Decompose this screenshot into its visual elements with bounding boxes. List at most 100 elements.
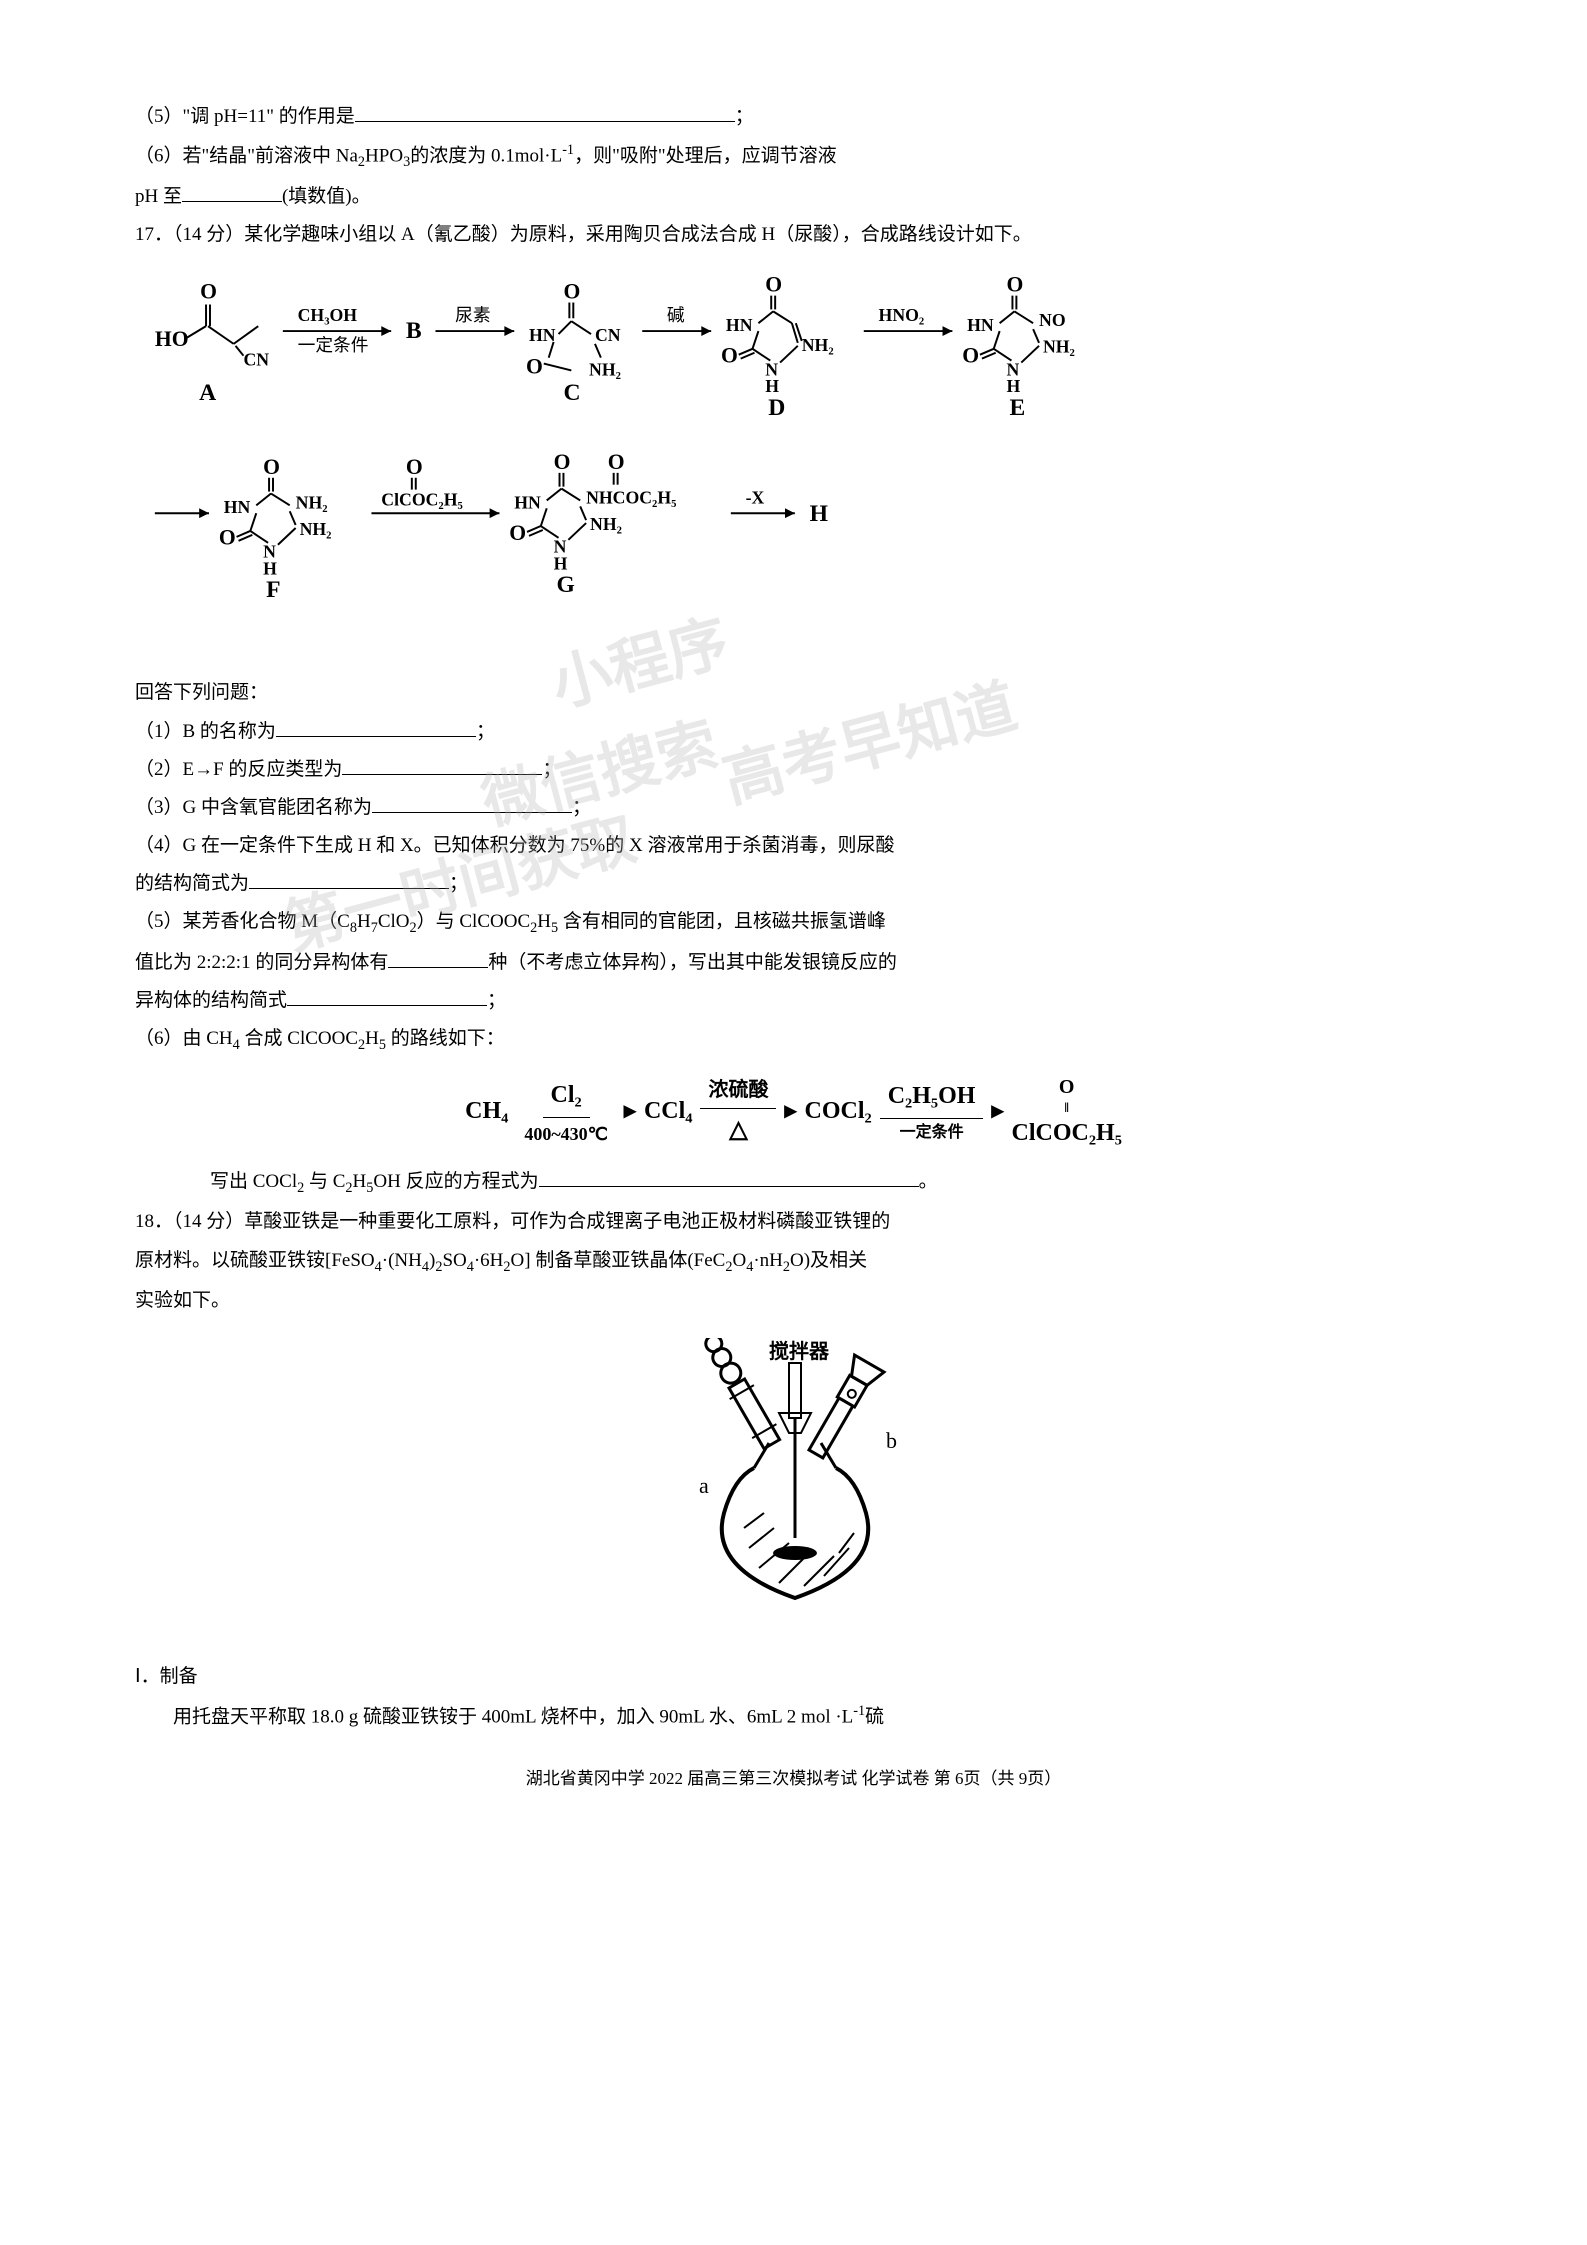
txt: 。 (919, 1171, 938, 1192)
q6-text-a: （6）若"结晶"前溶液中 Na (135, 146, 358, 167)
q17-p4-text-b: 的结构简式为 (135, 873, 249, 894)
q17-p6-last: 写出 COCl2 与 C2H5OH 反应的方程式为。 (135, 1165, 1452, 1201)
q17-p2: （2）E→F 的反应类型为； (135, 753, 1452, 787)
svg-text:H: H (1007, 376, 1021, 396)
txt: 硫 (865, 1706, 884, 1727)
flask-apparatus-svg: 搅拌器 a b (654, 1338, 934, 1628)
arrow-1: Cl₂ 400~430℃ (516, 1074, 616, 1151)
prod-o: O (1059, 1069, 1075, 1105)
q6-mid1: HPO (365, 146, 403, 167)
svg-text:一定条件: 一定条件 (298, 335, 369, 355)
q6-text-c: ，则"吸附"处理后，应调节溶液 (574, 146, 837, 167)
svg-text:O: O (263, 455, 280, 479)
q6-text-e: (填数值)。 (282, 186, 371, 207)
sub: 4 (422, 1258, 429, 1274)
txt: ClO (378, 911, 410, 932)
sub: 4 (467, 1258, 474, 1274)
svg-text:NHCOC₂H₅: NHCOC₂H₅ (586, 488, 676, 508)
q5-text: （5）"调 pH=11" 的作用是 (135, 106, 355, 127)
svg-text:H: H (554, 554, 568, 574)
r2-temp: 400~430℃ (516, 1118, 616, 1150)
svg-text:HO: HO (155, 327, 189, 351)
sub: 5 (379, 1037, 386, 1053)
txt: 种（不考虑立体异构），写出其中能发银镜反应的 (488, 952, 897, 973)
svg-text:F: F (266, 577, 280, 603)
q6-text-d: pH 至 (135, 186, 182, 207)
svg-text:HN: HN (967, 315, 994, 335)
q17-p4-text-a: （4）G 在一定条件下生成 H 和 X。已知体积分数为 75%的 X 溶液常用于… (135, 835, 894, 856)
sub: 2 (358, 154, 365, 170)
svg-text:H: H (810, 501, 828, 527)
q17-p2-end: ； (542, 759, 561, 780)
reaction-scheme-2: CH₄ Cl₂ 400~430℃ ▸ CCl₄ 浓硫酸 △ ▸ COCl₂ C₂… (135, 1069, 1452, 1155)
svg-text:C: C (563, 380, 580, 406)
txt: H (537, 911, 551, 932)
q17-p4a: （4）G 在一定条件下生成 H 和 X。已知体积分数为 75%的 X 溶液常用于… (135, 829, 1452, 863)
q17-p5c: 异构体的结构简式 ； (135, 984, 1452, 1018)
txt: Ⅰ．制备 (135, 1666, 198, 1687)
blank-line (182, 181, 282, 202)
txt: 含有相同的官能团，且核磁共振氢谱峰 (558, 911, 886, 932)
svg-text:HNO₂: HNO₂ (879, 306, 925, 326)
r2-h2so4: 浓硫酸 (700, 1072, 776, 1109)
synthesis-route-svg: .t { font-family: "Times New Roman", ser… (145, 267, 1425, 661)
r2-delta: △ (721, 1109, 755, 1152)
q18-prep: 用托盘天平称取 18.0 g 硫酸亚铁铵于 400mL 烧杯中，加入 90mL … (135, 1699, 1452, 1735)
section-1-header: Ⅰ．制备 (135, 1660, 1452, 1694)
arrow-2: 浓硫酸 △ (700, 1072, 776, 1152)
r2-ch4: CH₄ (465, 1090, 508, 1133)
svg-text:H: H (263, 559, 277, 579)
txt: SO (442, 1250, 466, 1271)
txt: 值比为 2:2:2:1 的同分异构体有 (135, 952, 388, 973)
arrow-3: C₂H₅OH 一定条件 (880, 1075, 984, 1148)
blank-line (342, 754, 542, 775)
sub: 2 (410, 920, 417, 936)
r2-cond: 一定条件 (892, 1119, 972, 1148)
svg-text:HN: HN (224, 498, 251, 518)
svg-text:A: A (199, 380, 216, 406)
apparatus-diagram: 搅拌器 a b (135, 1338, 1452, 1640)
q17-p3-text: （3）G 中含氧官能团名称为 (135, 797, 372, 818)
txt: O] 制备草酸亚铁晶体(FeC (511, 1250, 726, 1271)
txt: ）与 ClCOOC (417, 911, 531, 932)
q17-p1-end: ； (476, 721, 495, 742)
txt: 写出 COCl (210, 1171, 297, 1192)
txt: 异构体的结构简式 (135, 990, 287, 1011)
txt: 实验如下。 (135, 1290, 230, 1311)
svg-text:CN: CN (243, 350, 269, 370)
q17-p3-end: ； (572, 797, 591, 818)
q6-text-b: 的浓度为 0.1mol·L (410, 146, 562, 167)
prod-formula: ClCOC₂H₅ (1012, 1112, 1122, 1155)
question-5: （5）"调 pH=11" 的作用是； (135, 100, 1452, 134)
q17-p1-text: （1）B 的名称为 (135, 721, 276, 742)
svg-text:碱: 碱 (667, 306, 685, 326)
svg-text:ClCOC₂H₅: ClCOC₂H₅ (381, 490, 463, 510)
footer-text: 湖北省黄冈中学 2022 届高三第三次模拟考试 化学试卷 第 6页（共 9页） (526, 1769, 1062, 1788)
svg-text:NH₂: NH₂ (589, 360, 621, 380)
txt: 用托盘天平称取 18.0 g 硫酸亚铁铵于 400mL 烧杯中，加入 90mL … (173, 1706, 853, 1727)
svg-text:O: O (563, 280, 580, 304)
svg-text:HN: HN (514, 493, 541, 513)
txt: ； (487, 990, 506, 1011)
txt: 原材料。以硫酸亚铁铵[FeSO (135, 1250, 375, 1271)
txt: O)及相关 (790, 1250, 867, 1271)
svg-text:G: G (557, 572, 575, 598)
q17-p6a: （6）由 CH4 合成 ClCOOC2H5 的路线如下： (135, 1022, 1452, 1058)
svg-text:HN: HN (726, 315, 753, 335)
txt: OH 反应的方程式为 (373, 1171, 538, 1192)
svg-text:E: E (1009, 395, 1025, 421)
txt: 的路线如下： (386, 1028, 505, 1049)
sub: 2 (345, 1180, 352, 1196)
sub: 2 (503, 1258, 510, 1274)
txt: 与 C (304, 1171, 345, 1192)
r2-ccl4: CCl₄ (644, 1090, 693, 1133)
reaction-scheme-1: .t { font-family: "Times New Roman", ser… (145, 267, 1462, 661)
r2-cocl2: COCl₂ (805, 1090, 872, 1133)
blank-line (372, 792, 572, 813)
txt: ·nH (753, 1250, 783, 1271)
svg-text:O: O (1007, 273, 1024, 297)
q17-p5b: 值比为 2:2:2:1 的同分异构体有 种（不考虑立体异构），写出其中能发银镜反应… (135, 946, 1452, 980)
sub: 2 (783, 1258, 790, 1274)
blank-line (249, 868, 449, 889)
svg-text:NH₂: NH₂ (296, 493, 328, 513)
